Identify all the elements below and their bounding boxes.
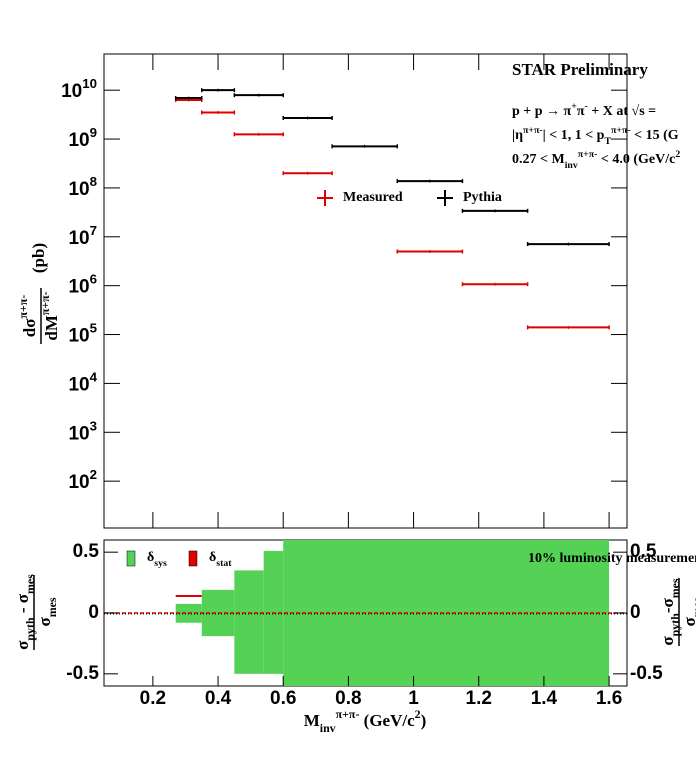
y-tick-label: 108 bbox=[68, 174, 97, 200]
data-point bbox=[526, 242, 610, 247]
y-tick-label: 0 bbox=[88, 602, 99, 623]
annotation: p + p → π+π- + X at √s = bbox=[512, 101, 656, 119]
y-label: dMπ+π- bbox=[38, 291, 61, 340]
legend-label: δstat bbox=[209, 550, 232, 569]
x-tick-label: 1.6 bbox=[596, 688, 622, 709]
x-tick-label: 0.6 bbox=[270, 688, 296, 709]
legend-swatch bbox=[188, 550, 198, 567]
y-tick-label: -0.5 bbox=[66, 663, 99, 684]
data-point bbox=[282, 171, 333, 176]
sys-band bbox=[234, 570, 264, 674]
data-point bbox=[174, 96, 203, 101]
y-tick-label: 102 bbox=[68, 467, 97, 493]
legend-swatch bbox=[126, 550, 136, 567]
y-label-unit: (pb) bbox=[29, 243, 48, 273]
y-tick-label: 107 bbox=[68, 223, 97, 249]
data-point bbox=[201, 110, 236, 115]
y2-label: σpyth-σmes bbox=[658, 578, 682, 645]
data-point bbox=[396, 249, 464, 254]
y-label: dσπ+π- bbox=[16, 295, 39, 338]
y-label: σmes bbox=[35, 597, 59, 626]
legend-label: Measured bbox=[343, 190, 403, 205]
y-tick-label: 1010 bbox=[61, 76, 97, 102]
y2-label: σmes bbox=[680, 597, 696, 626]
data-point bbox=[201, 88, 236, 93]
data-point bbox=[461, 208, 529, 213]
annotation: 10% luminosity measuremen bbox=[528, 551, 696, 566]
y-tick-label: 0.5 bbox=[73, 541, 100, 562]
y-tick-label: 104 bbox=[68, 369, 97, 395]
annotation: |ηπ+π-| < 1, 1 < pTπ+π- < 15 (G bbox=[512, 125, 679, 147]
data-point bbox=[233, 93, 284, 98]
legend-label: δsys bbox=[147, 550, 167, 569]
data-point bbox=[396, 179, 464, 184]
y-tick-label: 103 bbox=[68, 418, 97, 444]
data-point bbox=[526, 325, 610, 330]
x-tick-label: 1.2 bbox=[466, 688, 492, 709]
y-tick-label: 109 bbox=[68, 125, 97, 151]
y2-tick-label: 0 bbox=[630, 602, 641, 623]
x-tick-label: 1 bbox=[408, 688, 419, 709]
x-tick-label: 0.4 bbox=[205, 688, 232, 709]
data-point bbox=[233, 132, 284, 137]
data-point bbox=[282, 115, 333, 120]
y-tick-label: 105 bbox=[68, 321, 97, 347]
y-tick-label: 106 bbox=[68, 272, 97, 298]
y2-tick-label: -0.5 bbox=[630, 663, 663, 684]
y-label: σpyth - σmes bbox=[13, 574, 37, 650]
data-point bbox=[461, 282, 529, 287]
legend-label: Pythia bbox=[463, 190, 502, 205]
x-tick-label: 0.8 bbox=[335, 688, 361, 709]
x-tick-label: 1.4 bbox=[531, 688, 558, 709]
top-frame bbox=[103, 53, 628, 529]
x-label: Minvπ+π- (GeV/c2) bbox=[304, 707, 427, 735]
data-point bbox=[331, 144, 399, 149]
chart-title: STAR Preliminary bbox=[512, 60, 648, 79]
x-tick-label: 0.2 bbox=[140, 688, 166, 709]
y2-tick-label: 0.5 bbox=[630, 541, 657, 562]
annotation: 0.27 < Minvπ+π- < 4.0 (GeV/c2 bbox=[512, 149, 680, 171]
